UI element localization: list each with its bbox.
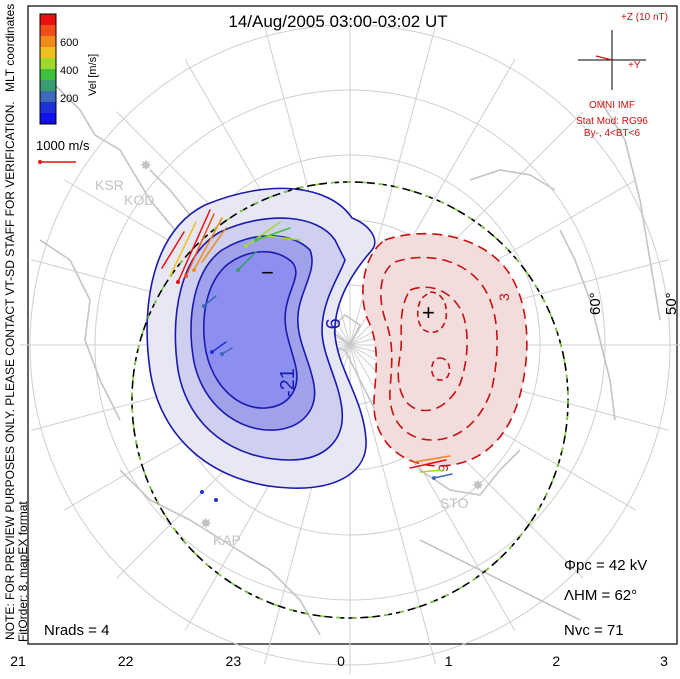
station-label-sto: STO <box>440 495 469 511</box>
stat-model-condition: By-, 4<BT<6 <box>584 128 641 139</box>
colorbar-segment <box>40 14 56 26</box>
imf-source-label: OMNI IMF <box>589 100 635 111</box>
colorbar-segment <box>40 80 56 92</box>
radar-count: Nrads = 4 <box>44 622 109 639</box>
latitude-label-50: 50° <box>663 292 680 315</box>
colorbar-tick-200: 200 <box>60 93 78 105</box>
colorbar-outline <box>39 13 57 125</box>
colorbar-tick-600: 600 <box>60 37 78 49</box>
station-star-icon: ✸ <box>472 477 484 493</box>
colorbar-segment <box>40 113 56 125</box>
map-title: 14/Aug/2005 03:00-03:02 UT <box>228 12 447 31</box>
fit-order-label: FitOrder: 8, mapEX format <box>16 501 30 642</box>
mlt-tick-label: 2 <box>552 653 560 669</box>
vector-origin-dots <box>176 238 436 502</box>
cross-polar-potential: Φpc = 42 kV <box>564 557 647 574</box>
vector-count: Nvc = 71 <box>564 622 624 639</box>
preview-note: NOTE: FOR PREVIEW PURPOSES ONLY. PLEASE … <box>3 101 17 640</box>
stat-model-label: Stat Mod: RG96 <box>576 116 648 127</box>
station-star-icon: ✸ <box>200 515 212 531</box>
imf-dial: +Z (10 nT) +Y OMNI IMF Stat Mod: RG96 By… <box>576 12 668 139</box>
contour-label-neg-b: -21 <box>277 368 299 397</box>
contour-label-neg-a: -6 <box>323 318 345 336</box>
station-label-ksr: KSR <box>95 177 124 193</box>
mlt-axis: 21 22 23 0 1 2 3 <box>10 653 668 669</box>
potential-maximum-marker: + <box>422 300 435 325</box>
coordinate-system-label: MLT coordinates <box>3 4 17 92</box>
colorbar-segment <box>40 36 56 48</box>
colorbar-segment <box>40 47 56 59</box>
boundary-model-vectors <box>131 181 569 619</box>
colorbar-segment <box>40 91 56 103</box>
station-label-kap: KAP <box>213 532 241 548</box>
contour-label-pos-b: 9 <box>435 464 451 472</box>
reference-vector-label: 1000 m/s <box>36 138 90 153</box>
plot-frame <box>27 5 678 645</box>
positive-convection-cell <box>362 232 528 467</box>
negative-convection-cell <box>146 187 376 489</box>
boundary-latitude: ΛHM = 62° <box>564 587 637 604</box>
velocity-color-bar-ticks: 600 400 200 <box>60 37 78 105</box>
latitude-label-60: 60° <box>587 292 604 315</box>
station-markers: KSR KOD KAP STO ✸ ✸ ✸ <box>95 157 484 548</box>
colorbar-segment <box>40 58 56 70</box>
colorbar-segment <box>40 69 56 81</box>
mlt-tick-label: 23 <box>226 653 242 669</box>
imf-bz-label: +Z (10 nT) <box>621 12 668 23</box>
contour-labels: -6 -21 3 9 − + <box>261 260 512 472</box>
mlt-tick-label: 3 <box>660 653 668 669</box>
velocity-color-bar <box>39 13 57 125</box>
colorbar-segment <box>40 102 56 114</box>
mlt-tick-label: 1 <box>445 653 453 669</box>
potential-minimum-marker: − <box>261 260 274 285</box>
colorbar-tick-400: 400 <box>60 65 78 77</box>
station-label-kod: KOD <box>124 192 154 208</box>
imf-by-label: +Y <box>628 60 641 71</box>
reference-vector-dot <box>38 160 42 164</box>
station-star-icon: ✸ <box>140 157 152 173</box>
mlt-tick-label: 0 <box>337 653 345 669</box>
mlt-tick-label: 21 <box>10 653 26 669</box>
velocity-scale-label: Vel [m/s] <box>87 54 99 96</box>
contour-label-pos-a: 3 <box>496 293 512 301</box>
mlt-tick-label: 22 <box>118 653 134 669</box>
velocity-vectors <box>161 209 453 479</box>
colorbar-segment <box>40 25 56 37</box>
